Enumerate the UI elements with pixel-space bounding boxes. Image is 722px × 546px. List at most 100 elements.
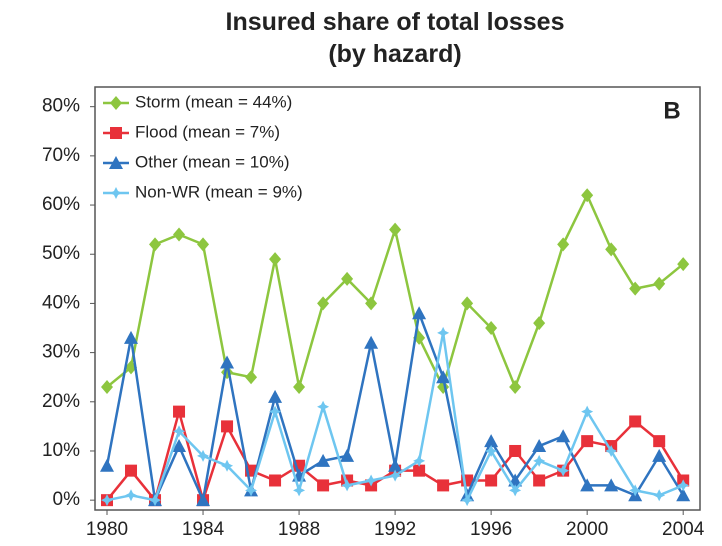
marker <box>532 439 547 453</box>
marker <box>293 484 306 497</box>
marker <box>269 405 282 418</box>
marker <box>196 493 211 507</box>
marker <box>653 435 666 448</box>
legend-label: Storm (mean = 44%) <box>135 92 292 111</box>
marker <box>124 330 139 344</box>
marker <box>509 484 522 497</box>
series-line <box>106 406 685 505</box>
x-tick-label: 1996 <box>470 519 512 540</box>
marker <box>221 459 234 472</box>
marker <box>365 474 378 487</box>
marker <box>485 321 498 336</box>
legend-marker <box>110 96 122 110</box>
panel-label: B <box>663 97 680 124</box>
marker <box>173 405 186 418</box>
marker <box>389 469 402 482</box>
marker <box>197 237 210 252</box>
marker <box>556 429 571 443</box>
marker <box>533 474 546 487</box>
marker <box>317 400 330 413</box>
legend-marker <box>110 187 122 199</box>
x-tick-label: 2000 <box>566 519 608 540</box>
x-tick-label: 1988 <box>278 519 320 540</box>
y-tick-label: 50% <box>42 243 80 264</box>
y-tick-label: 80% <box>42 96 80 117</box>
marker <box>461 494 474 507</box>
marker <box>220 355 235 369</box>
marker <box>653 276 666 291</box>
marker <box>437 479 450 492</box>
marker <box>509 444 522 457</box>
marker <box>605 444 618 457</box>
marker <box>557 237 570 252</box>
marker <box>269 474 282 487</box>
marker <box>125 489 138 502</box>
marker <box>268 389 283 403</box>
y-tick-label: 30% <box>42 342 80 363</box>
marker <box>484 434 499 448</box>
y-tick-label: 10% <box>42 440 80 461</box>
marker <box>676 488 691 502</box>
marker <box>436 370 451 384</box>
x-tick-label: 1980 <box>86 519 128 540</box>
y-tick-label: 70% <box>42 145 80 166</box>
marker <box>629 415 642 428</box>
marker <box>316 453 331 467</box>
marker <box>653 489 666 502</box>
marker <box>197 449 210 462</box>
marker <box>125 464 138 477</box>
marker <box>557 464 570 477</box>
marker <box>293 380 306 395</box>
marker <box>245 370 258 385</box>
legend-label: Non-WR (mean = 9%) <box>135 182 303 201</box>
marker <box>605 242 618 257</box>
marker <box>317 479 330 492</box>
marker <box>173 227 186 242</box>
marker <box>629 484 642 497</box>
marker <box>413 454 426 467</box>
chart-title: Insured share of total losses (by hazard… <box>225 8 565 68</box>
plot-frame <box>94 86 701 511</box>
marker <box>485 474 498 487</box>
marker <box>437 326 450 339</box>
marker <box>581 188 594 203</box>
marker <box>269 252 282 267</box>
marker <box>461 296 474 311</box>
legend-label: Other (mean = 10%) <box>135 152 290 171</box>
marker <box>388 458 403 472</box>
y-tick-label: 40% <box>42 292 80 313</box>
marker <box>533 316 546 331</box>
marker <box>389 222 402 237</box>
legend-marker <box>109 156 123 169</box>
x-tick-label: 1992 <box>374 519 416 540</box>
marker <box>629 281 642 296</box>
x-tick-label: 2004 <box>662 519 705 540</box>
marker <box>341 271 354 286</box>
y-tick-label: 60% <box>42 194 80 215</box>
marker <box>533 454 546 467</box>
marker <box>245 464 258 477</box>
marker <box>101 380 114 395</box>
marker <box>149 237 162 252</box>
marker <box>580 478 595 492</box>
x-tick-label: 1984 <box>182 519 225 540</box>
marker <box>365 296 378 311</box>
marker <box>581 435 594 448</box>
marker <box>413 464 426 477</box>
y-tick-label: 20% <box>42 391 80 412</box>
marker <box>149 494 162 507</box>
marker <box>340 448 355 462</box>
marker <box>485 444 498 457</box>
legend-label: Flood (mean = 7%) <box>135 122 280 141</box>
marker <box>677 257 690 272</box>
marker <box>101 494 114 507</box>
marker <box>100 458 115 472</box>
marker <box>581 405 594 418</box>
marker <box>173 425 186 438</box>
marker <box>364 335 379 349</box>
marker <box>509 380 522 395</box>
marker <box>412 306 427 320</box>
marker <box>652 448 667 462</box>
